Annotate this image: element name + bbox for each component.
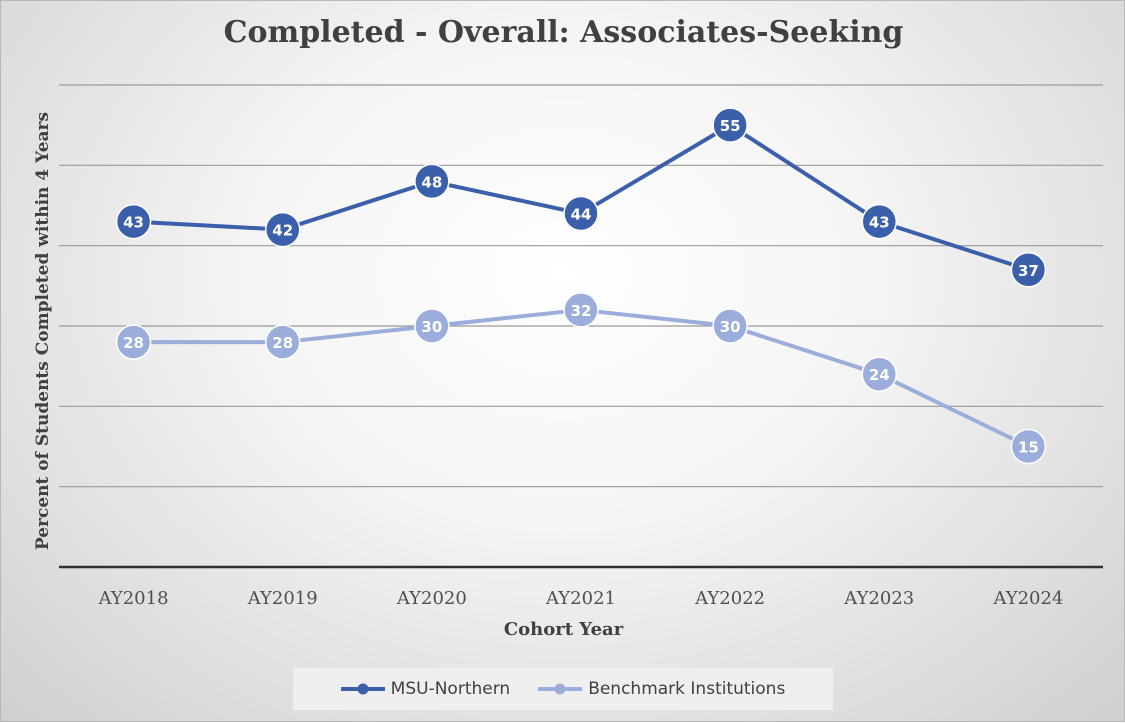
data-point <box>861 203 898 240</box>
data-point <box>115 203 152 240</box>
data-label: 43 <box>123 214 144 232</box>
data-point <box>1010 252 1047 288</box>
data-label: 43 <box>869 214 890 232</box>
data-point <box>414 308 450 344</box>
data-point <box>712 107 748 143</box>
x-tick-label: AY2018 <box>98 588 169 609</box>
legend-entry-msu-northern: MSU-Northern <box>340 679 511 699</box>
x-tick-label: AY2022 <box>694 588 765 609</box>
data-label: 15 <box>1018 439 1039 457</box>
data-label: 28 <box>272 334 293 352</box>
data-label: 42 <box>272 222 293 240</box>
x-tick-label: AY2023 <box>843 588 914 609</box>
data-label: 55 <box>720 117 741 135</box>
x-tick-label: AY2021 <box>545 588 616 609</box>
data-point <box>861 356 898 392</box>
x-tick-label: AY2020 <box>396 588 467 609</box>
data-point <box>264 324 301 360</box>
data-point <box>563 292 599 328</box>
legend-label-benchmark-institutions: Benchmark Institutions <box>588 679 786 699</box>
data-label: 32 <box>571 302 592 320</box>
data-point <box>264 211 301 248</box>
x-tick-label: AY2019 <box>247 588 318 609</box>
data-label: 28 <box>123 334 144 352</box>
x-axis-title: Cohort Year <box>503 619 624 640</box>
legend-label-msu-northern: MSU-Northern <box>390 679 511 699</box>
data-label: 37 <box>1018 262 1039 280</box>
data-point <box>712 308 748 344</box>
data-label: 24 <box>869 366 890 384</box>
data-point <box>115 324 152 360</box>
data-point <box>563 195 599 232</box>
data-label: 44 <box>571 206 592 224</box>
legend: MSU-Northern Benchmark Institutions <box>293 668 833 710</box>
legend-entry-benchmark-institutions: Benchmark Institutions <box>538 679 785 699</box>
data-label: 48 <box>421 173 442 191</box>
chart-title: Completed - Overall: Associates-Seeking <box>223 15 904 50</box>
data-label: 30 <box>421 318 442 336</box>
x-tick-label: AY2024 <box>992 588 1063 609</box>
data-point <box>414 163 450 200</box>
legend-key-benchmark-institutions <box>538 683 583 695</box>
legend-key-msu-northern <box>340 683 385 695</box>
data-label: 30 <box>720 318 741 336</box>
data-point <box>1010 428 1047 465</box>
